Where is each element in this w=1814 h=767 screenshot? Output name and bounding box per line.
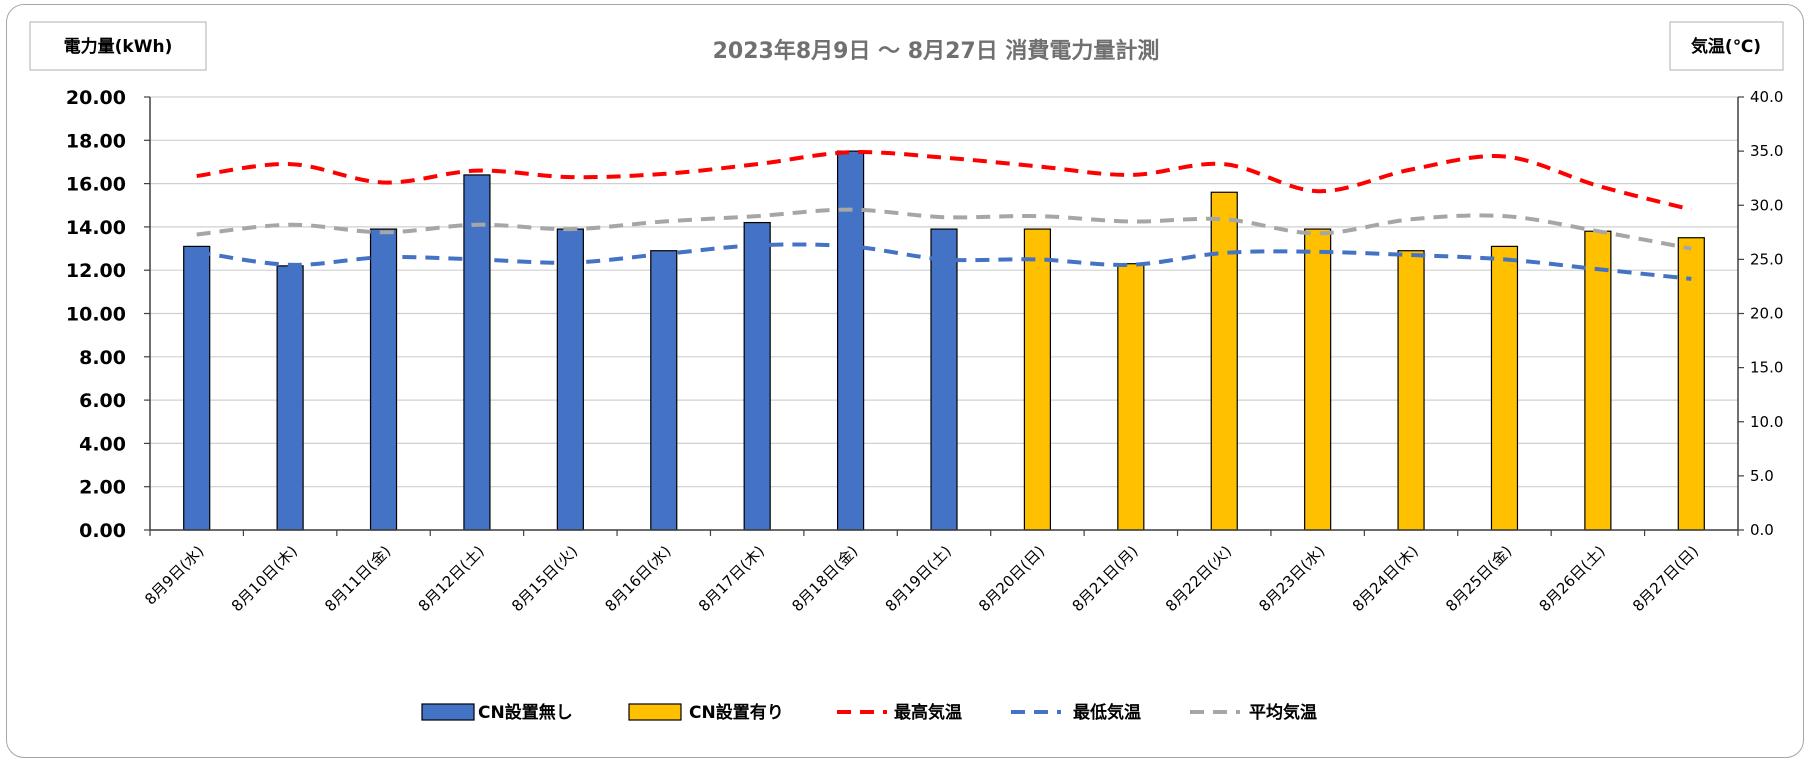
bar-cn-without <box>650 250 678 531</box>
y-tick-label: 6.00 <box>79 390 126 412</box>
bar-cn-with <box>1304 228 1332 531</box>
y2-tick-label: 40.0 <box>1750 88 1783 106</box>
legend-label: CN設置有り <box>689 702 784 723</box>
bars <box>183 150 1705 531</box>
bar-cn-with <box>1117 263 1145 531</box>
bar-cn-without <box>930 228 958 531</box>
bar-cn-without <box>463 174 491 531</box>
y-tick-label: 18.00 <box>66 130 126 152</box>
x-tick-label: 8月18日(金) <box>788 542 861 615</box>
legend-swatch <box>421 703 475 721</box>
temperature-lines <box>196 150 1692 281</box>
x-tick-label: 8月21日(月) <box>1069 542 1142 615</box>
bar-cn-with <box>1397 250 1425 531</box>
y-tick-label: 12.00 <box>66 260 126 282</box>
x-tick-label: 8月25日(金) <box>1442 542 1515 615</box>
y2-tick-label: 35.0 <box>1750 142 1783 160</box>
axes <box>144 96 1744 536</box>
bar-cn-without <box>836 150 865 531</box>
line-min-temp <box>196 242 1692 281</box>
bar-cn-without <box>276 265 304 531</box>
x-axis-ticks: 8月9日(水) 8月10日(木) 8月11日(金) 8月12日(土) 8月15日(火) 8… <box>141 542 1702 615</box>
x-tick-label: 8月10日(木) <box>228 542 301 615</box>
line-max-temp <box>196 150 1692 212</box>
bar-cn-without <box>743 221 771 531</box>
x-tick-label: 8月26日(土) <box>1536 542 1609 615</box>
y2-tick-label: 0.0 <box>1750 521 1774 539</box>
bar-cn-with <box>1677 237 1705 531</box>
x-tick-label: 8月23日(水) <box>1255 542 1328 615</box>
bar-cn-with <box>1584 230 1612 531</box>
chart-title: 2023年8月9日 ～ 8月27日 消費電力量計測 <box>713 38 1160 64</box>
y2-tick-label: 25.0 <box>1750 250 1783 268</box>
legend-label: 最高気温 <box>894 702 962 723</box>
y-tick-label: 14.00 <box>66 217 126 239</box>
x-tick-label: 8月17日(木) <box>695 542 768 615</box>
y2-axis-ticks: 0.0 5.0 10.0 15.0 20.0 25.0 30.0 35.0 40.0 <box>1750 88 1783 539</box>
x-tick-label: 8月20日(日) <box>975 542 1048 615</box>
x-tick-label: 8月24日(木) <box>1349 542 1422 615</box>
legend-label: 最低気温 <box>1073 702 1141 723</box>
y-axis-ticks: 0.00 2.00 4.00 6.00 8.00 10.00 12.00 14.00 16.00… <box>66 87 126 542</box>
bar-cn-with <box>1210 191 1238 531</box>
legend-label: 平均気温 <box>1249 702 1317 723</box>
x-tick-label: 8月15日(火) <box>508 542 581 615</box>
bar-cn-with <box>1490 245 1519 531</box>
legend-label: CN設置無し <box>478 702 573 723</box>
line-avg-temp <box>196 207 1692 251</box>
y-tick-label: 4.00 <box>79 433 126 455</box>
y2-tick-label: 5.0 <box>1750 467 1774 485</box>
x-tick-label: 8月27日(日) <box>1629 542 1702 615</box>
x-tick-label: 8月19日(土) <box>882 542 955 615</box>
bar-cn-without <box>556 228 584 531</box>
legend: CN設置無し CN設置有り 最高気温 最低気温 平均気温 <box>421 702 1317 723</box>
y-tick-label: 10.00 <box>66 304 126 326</box>
x-tick-label: 8月12日(土) <box>415 542 488 615</box>
x-tick-label: 8月11日(金) <box>321 542 394 615</box>
bar-cn-without <box>183 245 211 531</box>
y-tick-label: 16.00 <box>66 174 126 196</box>
y-axis-label: 電力量(kWh) <box>64 36 173 57</box>
y2-axis-label: 気温(℃) <box>1690 36 1761 57</box>
bar-cn-with <box>1023 228 1052 531</box>
y2-tick-label: 20.0 <box>1750 305 1783 323</box>
legend-swatch <box>628 703 682 721</box>
y-tick-label: 2.00 <box>79 477 126 499</box>
bar-cn-without <box>369 228 398 531</box>
y2-tick-label: 30.0 <box>1750 196 1783 214</box>
y-axis-label-box <box>29 21 207 71</box>
y2-tick-label: 15.0 <box>1750 359 1783 377</box>
x-tick-label: 8月16日(水) <box>602 542 675 615</box>
y-tick-label: 8.00 <box>79 347 126 369</box>
y2-tick-label: 10.0 <box>1750 413 1783 431</box>
y-tick-label: 20.00 <box>66 87 126 109</box>
x-tick-label: 8月22日(火) <box>1162 542 1235 615</box>
y2-axis-label-box <box>1669 21 1784 71</box>
x-tick-label: 8月9日(水) <box>141 542 207 608</box>
y-tick-label: 0.00 <box>79 520 126 542</box>
